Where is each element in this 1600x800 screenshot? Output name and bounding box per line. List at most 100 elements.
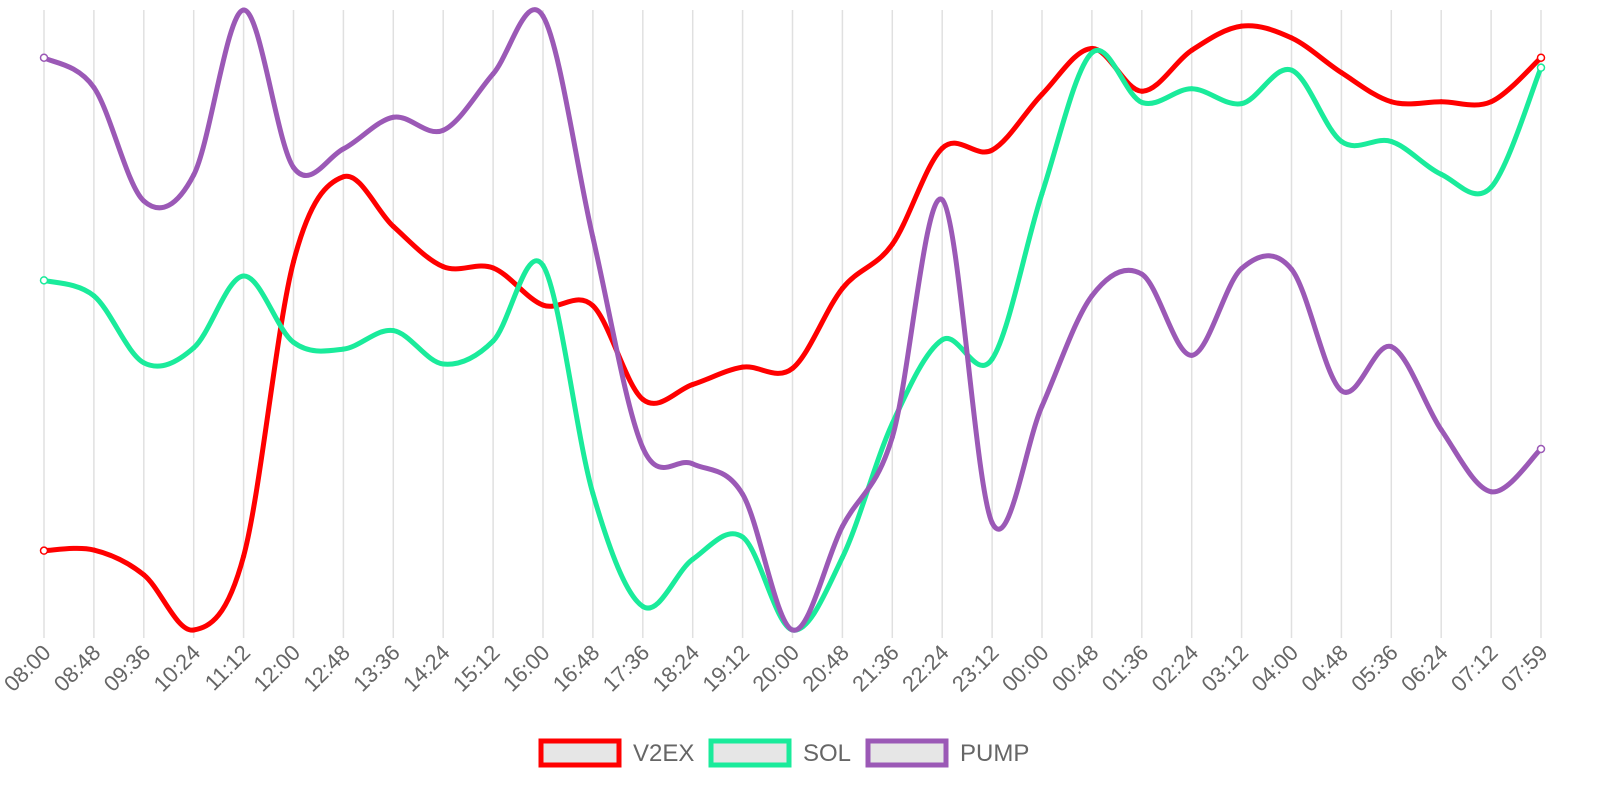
data-point-v2ex[interactable] xyxy=(989,147,995,153)
legend-label-pump[interactable]: PUMP xyxy=(960,740,1029,767)
legend-swatch-sol[interactable] xyxy=(708,738,792,768)
data-point-v2ex[interactable] xyxy=(640,396,646,402)
data-point-v2ex[interactable] xyxy=(740,364,746,370)
x-tick-label: 07:12 xyxy=(1446,640,1503,697)
data-point-v2ex[interactable] xyxy=(1189,47,1195,53)
legend-label-v2ex[interactable]: V2EX xyxy=(633,740,694,767)
legend-swatch-pump[interactable] xyxy=(865,738,949,768)
data-point-pump[interactable] xyxy=(241,7,247,13)
data-point-pump[interactable] xyxy=(1289,266,1294,272)
data-point-pump[interactable] xyxy=(1388,344,1394,350)
data-point-pump[interactable] xyxy=(141,198,147,204)
data-point-v2ex[interactable] xyxy=(340,174,346,180)
data-point-sol[interactable] xyxy=(989,356,995,362)
data-point-v2ex[interactable] xyxy=(889,241,895,247)
data-point-sol[interactable] xyxy=(1239,101,1245,107)
data-point-v2ex[interactable] xyxy=(939,145,945,151)
data-point-sol[interactable] xyxy=(590,491,596,497)
data-point-sol[interactable] xyxy=(39,276,49,285)
data-point-pump[interactable] xyxy=(839,523,845,529)
data-point-pump[interactable] xyxy=(939,197,945,203)
data-point-sol[interactable] xyxy=(390,328,396,334)
data-point-v2ex[interactable] xyxy=(1388,99,1394,105)
data-point-sol[interactable] xyxy=(91,293,97,299)
data-point-v2ex[interactable] xyxy=(839,285,845,291)
data-point-sol[interactable] xyxy=(839,554,845,560)
data-point-sol[interactable] xyxy=(440,361,446,367)
data-point-sol[interactable] xyxy=(1289,67,1294,73)
data-point-v2ex[interactable] xyxy=(390,223,396,229)
data-point-pump[interactable] xyxy=(790,627,795,633)
data-point-sol[interactable] xyxy=(540,262,546,268)
data-point-pump[interactable] xyxy=(1338,388,1344,394)
data-point-v2ex[interactable] xyxy=(1338,70,1344,76)
data-point-v2ex[interactable] xyxy=(590,303,596,309)
data-point-pump[interactable] xyxy=(39,53,49,62)
data-point-v2ex[interactable] xyxy=(291,259,296,265)
data-point-sol[interactable] xyxy=(291,339,296,345)
data-point-pump[interactable] xyxy=(191,172,197,178)
data-point-pump[interactable] xyxy=(490,71,496,77)
data-point-sol[interactable] xyxy=(191,345,197,351)
data-point-pump[interactable] xyxy=(1189,352,1195,358)
data-point-sol[interactable] xyxy=(340,346,346,352)
legend-swatch-v2ex[interactable] xyxy=(538,738,622,768)
data-point-sol[interactable] xyxy=(141,360,147,366)
data-point-pump[interactable] xyxy=(540,13,546,19)
data-point-pump[interactable] xyxy=(889,434,895,440)
data-point-sol[interactable] xyxy=(1089,50,1095,56)
data-point-sol[interactable] xyxy=(690,556,696,562)
data-point-pump[interactable] xyxy=(1139,271,1145,277)
data-point-v2ex[interactable] xyxy=(1438,99,1444,105)
data-point-pump[interactable] xyxy=(1438,427,1444,433)
data-point-v2ex[interactable] xyxy=(241,553,247,559)
data-point-sol[interactable] xyxy=(241,273,247,279)
data-point-v2ex[interactable] xyxy=(690,381,696,387)
data-point-pump[interactable] xyxy=(989,520,995,526)
data-point-pump[interactable] xyxy=(91,85,97,90)
x-tick-label: 17:36 xyxy=(598,640,655,697)
data-point-sol[interactable] xyxy=(490,338,496,344)
data-point-v2ex[interactable] xyxy=(191,627,197,633)
data-point-pump[interactable] xyxy=(640,445,646,451)
data-point-v2ex[interactable] xyxy=(91,547,97,553)
data-point-sol[interactable] xyxy=(939,337,945,343)
data-point-v2ex[interactable] xyxy=(141,572,147,578)
data-point-v2ex[interactable] xyxy=(1289,35,1294,41)
data-point-v2ex[interactable] xyxy=(1536,53,1546,62)
data-point-v2ex[interactable] xyxy=(440,264,446,270)
data-point-sol[interactable] xyxy=(1536,63,1546,72)
data-point-v2ex[interactable] xyxy=(790,365,795,371)
data-point-sol[interactable] xyxy=(740,534,746,540)
data-point-v2ex[interactable] xyxy=(1239,23,1245,29)
data-point-v2ex[interactable] xyxy=(1139,88,1145,94)
data-point-v2ex[interactable] xyxy=(1488,99,1494,105)
data-point-v2ex[interactable] xyxy=(540,302,546,308)
x-tick-label: 00:48 xyxy=(1047,640,1104,697)
data-point-sol[interactable] xyxy=(1189,86,1195,92)
data-point-pump[interactable] xyxy=(1536,444,1546,454)
data-point-pump[interactable] xyxy=(390,114,396,120)
data-point-v2ex[interactable] xyxy=(490,265,496,271)
data-point-sol[interactable] xyxy=(1388,138,1394,144)
data-point-sol[interactable] xyxy=(1438,171,1444,177)
data-point-pump[interactable] xyxy=(740,491,746,497)
data-point-pump[interactable] xyxy=(440,127,446,133)
data-point-sol[interactable] xyxy=(1488,184,1494,190)
x-tick-label: 05:36 xyxy=(1346,640,1403,697)
data-point-sol[interactable] xyxy=(1139,99,1145,105)
legend-label-sol[interactable]: SOL xyxy=(803,740,851,767)
data-point-sol[interactable] xyxy=(640,603,646,609)
data-point-pump[interactable] xyxy=(340,146,346,152)
data-point-pump[interactable] xyxy=(1239,266,1245,272)
data-point-sol[interactable] xyxy=(1338,138,1344,144)
data-point-pump[interactable] xyxy=(590,235,596,241)
data-point-pump[interactable] xyxy=(1039,403,1045,409)
data-point-pump[interactable] xyxy=(1488,489,1494,495)
data-point-pump[interactable] xyxy=(1089,293,1095,299)
data-point-sol[interactable] xyxy=(1039,191,1045,197)
data-point-pump[interactable] xyxy=(690,461,696,467)
data-point-pump[interactable] xyxy=(291,164,296,170)
data-point-v2ex[interactable] xyxy=(1039,91,1045,97)
data-point-v2ex[interactable] xyxy=(39,546,49,555)
